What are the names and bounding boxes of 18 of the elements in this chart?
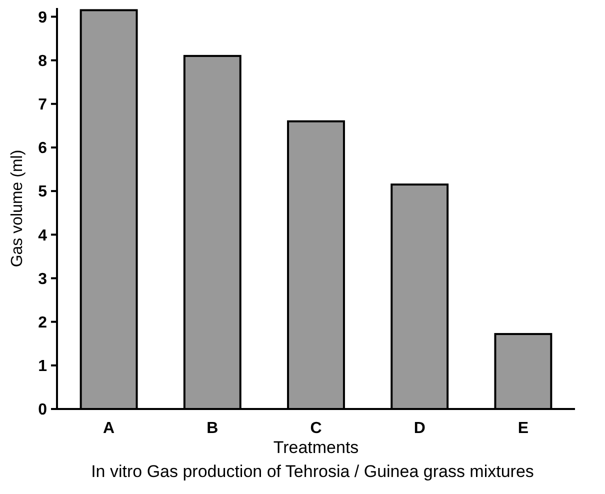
y-tick-label: 0 bbox=[38, 402, 48, 419]
y-tick-label: 6 bbox=[38, 140, 48, 158]
y-tick-label: 2 bbox=[38, 314, 48, 332]
x-tick-label: A bbox=[103, 420, 116, 437]
y-axis-title: Gas volume (ml) bbox=[9, 150, 26, 268]
y-tick-label: 3 bbox=[38, 270, 48, 288]
y-tick-label: 4 bbox=[38, 227, 48, 244]
x-tick-label: E bbox=[518, 420, 529, 437]
y-tick-label: 5 bbox=[38, 184, 48, 201]
y-tick-label: 1 bbox=[38, 358, 48, 376]
text: In vitro Gas production of Tehrosia / Guinea grass mixtures bbox=[91, 462, 534, 481]
y-tick-label: 7 bbox=[38, 96, 48, 114]
x-axis-title: Treatments bbox=[273, 438, 359, 457]
y-tick-label: 8 bbox=[38, 52, 48, 70]
y-tick-label: 9 bbox=[38, 9, 48, 26]
x-tick-label: C bbox=[310, 420, 322, 437]
x-tick-label: D bbox=[414, 420, 426, 437]
x-tick-label: B bbox=[206, 420, 218, 437]
